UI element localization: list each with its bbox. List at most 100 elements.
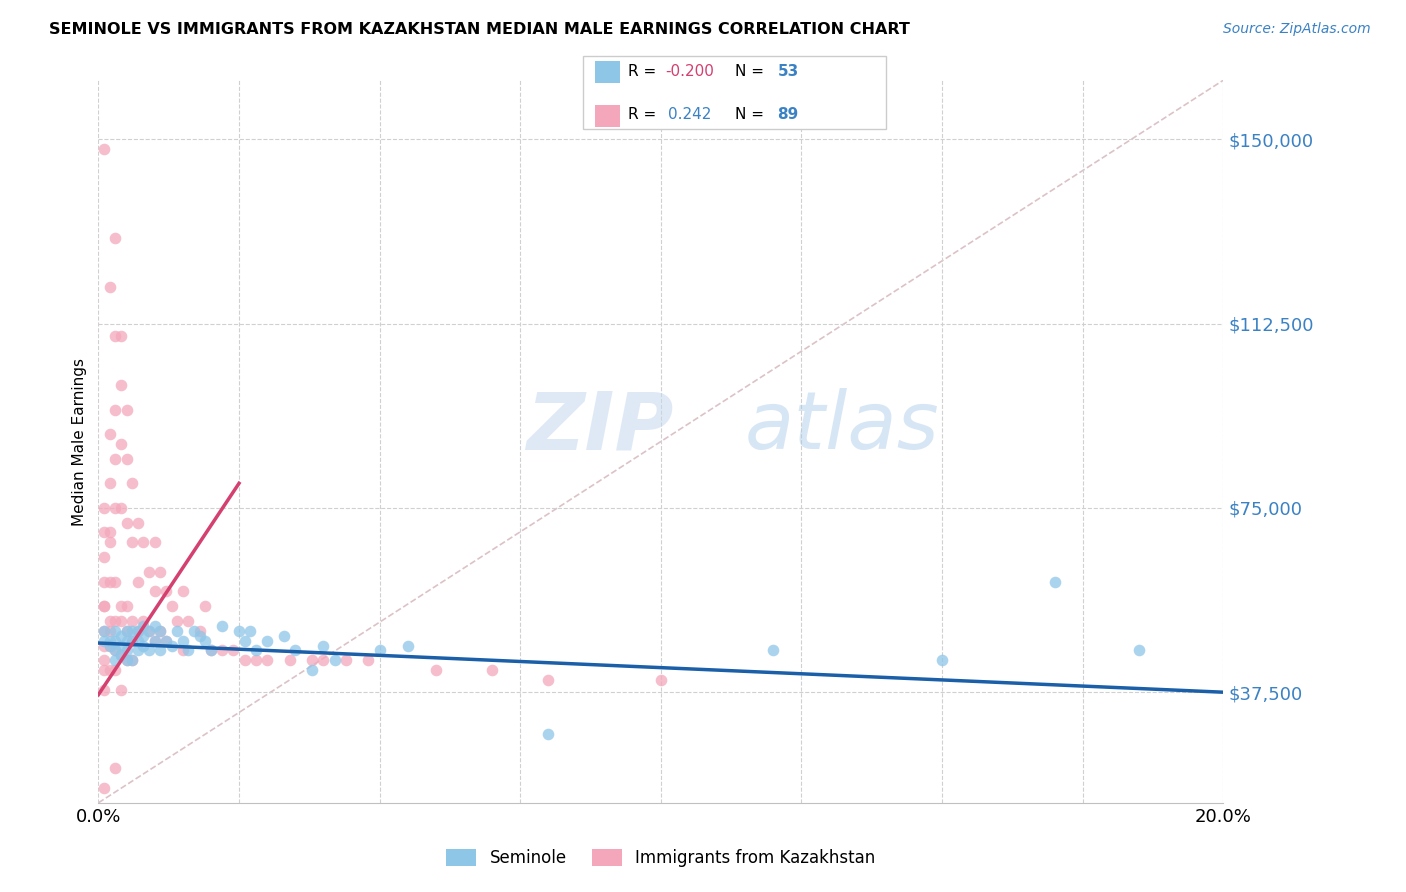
Point: [93, 599, 115, 614]
Point: [110, 629, 132, 643]
Text: 89: 89: [778, 108, 799, 122]
Point: [110, 682, 132, 697]
Point: [127, 624, 149, 638]
Text: SEMINOLE VS IMMIGRANTS FROM KAZAKHSTAN MEDIAN MALE EARNINGS CORRELATION CHART: SEMINOLE VS IMMIGRANTS FROM KAZAKHSTAN M…: [49, 22, 910, 37]
Point: [132, 535, 155, 549]
Point: [93, 639, 115, 653]
Point: [104, 624, 127, 638]
Point: [104, 614, 127, 628]
Point: [110, 329, 132, 343]
Point: [110, 648, 132, 663]
Point: [132, 614, 155, 628]
Point: [93, 653, 115, 667]
Point: [425, 663, 447, 677]
Y-axis label: Median Male Earnings: Median Male Earnings: [72, 358, 87, 525]
Point: [166, 624, 188, 638]
Point: [143, 633, 166, 648]
Point: [127, 574, 149, 589]
Point: [104, 761, 127, 775]
Point: [110, 648, 132, 663]
Point: [149, 624, 172, 638]
Point: [98, 427, 121, 442]
Point: [98, 633, 121, 648]
Point: [104, 402, 127, 417]
Point: [115, 653, 138, 667]
Point: [98, 624, 121, 638]
Point: [155, 633, 177, 648]
Point: [132, 619, 155, 633]
Point: [138, 565, 160, 579]
Point: [115, 643, 138, 657]
Point: [115, 624, 138, 638]
Point: [233, 633, 256, 648]
Point: [115, 599, 138, 614]
Point: [104, 633, 127, 648]
Text: N =: N =: [735, 108, 769, 122]
Point: [132, 639, 155, 653]
Point: [228, 624, 250, 638]
Point: [256, 633, 278, 648]
Point: [98, 574, 121, 589]
Text: -0.200: -0.200: [665, 64, 714, 78]
Point: [127, 516, 149, 530]
Point: [301, 653, 323, 667]
Point: [93, 549, 115, 564]
Point: [104, 574, 127, 589]
Point: [273, 629, 295, 643]
Point: [256, 653, 278, 667]
Point: [127, 643, 149, 657]
Point: [1128, 643, 1150, 657]
Point: [188, 629, 211, 643]
Point: [121, 614, 143, 628]
Point: [115, 451, 138, 466]
Point: [481, 663, 503, 677]
Point: [104, 500, 127, 515]
Point: [312, 653, 335, 667]
Point: [143, 633, 166, 648]
Point: [98, 614, 121, 628]
Point: [188, 624, 211, 638]
Point: [537, 673, 560, 687]
Point: [211, 643, 233, 657]
Point: [155, 633, 177, 648]
Point: [110, 639, 132, 653]
Point: [335, 653, 357, 667]
Text: ZIP: ZIP: [526, 388, 673, 467]
Point: [160, 639, 183, 653]
Point: [110, 614, 132, 628]
Point: [200, 643, 222, 657]
Point: [149, 624, 172, 638]
Point: [104, 653, 127, 667]
Point: [396, 639, 419, 653]
Point: [233, 653, 256, 667]
Point: [115, 653, 138, 667]
Point: [104, 643, 127, 657]
Point: [143, 535, 166, 549]
Point: [222, 643, 245, 657]
Point: [245, 653, 267, 667]
Text: 0.242: 0.242: [668, 108, 711, 122]
Point: [104, 329, 127, 343]
Point: [115, 402, 138, 417]
Point: [138, 643, 160, 657]
Point: [98, 279, 121, 293]
Text: N =: N =: [735, 64, 769, 78]
Legend: Seminole, Immigrants from Kazakhstan: Seminole, Immigrants from Kazakhstan: [440, 842, 882, 874]
Point: [284, 643, 307, 657]
Point: [98, 639, 121, 653]
Point: [138, 624, 160, 638]
Point: [115, 624, 138, 638]
Point: [110, 599, 132, 614]
Point: [93, 624, 115, 638]
Point: [121, 476, 143, 491]
Point: [121, 633, 143, 648]
Point: [121, 633, 143, 648]
Point: [177, 643, 200, 657]
Point: [93, 663, 115, 677]
Point: [98, 663, 121, 677]
Point: [93, 599, 115, 614]
Text: R =: R =: [628, 64, 662, 78]
Point: [323, 653, 346, 667]
Text: atlas: atlas: [745, 388, 941, 467]
Text: Source: ZipAtlas.com: Source: ZipAtlas.com: [1223, 22, 1371, 37]
